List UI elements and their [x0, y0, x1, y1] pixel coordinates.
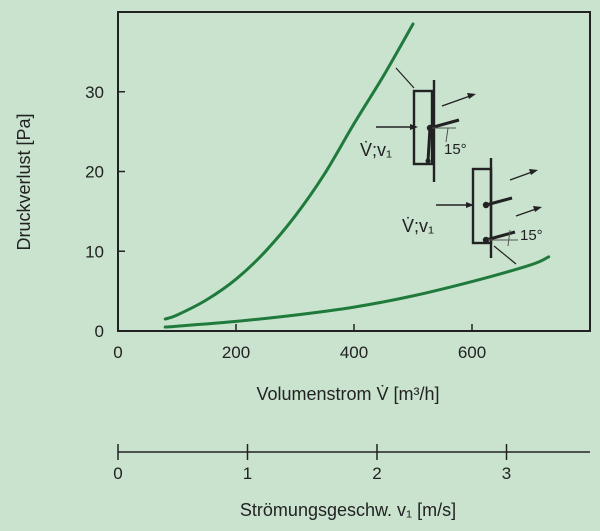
x-tick-label: 400: [340, 343, 368, 362]
plot-area-border: [117, 11, 591, 332]
flow-label: V̇;v₁: [402, 216, 434, 236]
secondary-axis-label: Strömungsgeschw. v₁ [m/s]: [240, 500, 456, 520]
series-line-1: [163, 22, 415, 321]
y-tick-label: 20: [85, 163, 104, 182]
leader-line: [395, 67, 415, 89]
x-tick-label: 0: [113, 343, 122, 362]
labels: Druckverlust [Pa] Volumenstrom V̇ [m³/h]…: [14, 113, 456, 520]
flow-arrow-out: [515, 208, 537, 217]
arrow-head: [533, 206, 542, 212]
flow-arrow-out: [441, 95, 471, 107]
flap-blade: [485, 230, 516, 242]
arrow-head: [529, 169, 538, 175]
pivot-point: [482, 236, 490, 244]
flap-blade: [485, 196, 513, 207]
series-line-2: [163, 255, 551, 329]
arrow-head: [467, 93, 476, 99]
arrow-head: [466, 202, 474, 208]
x-tick-label: 200: [222, 343, 250, 362]
x-axis-label: Volumenstrom V̇ [m³/h]: [256, 384, 439, 404]
angle-ref-line: [507, 229, 511, 247]
flap-diagram-lower: V̇;v₁ 15°: [402, 158, 543, 265]
y-tick-label: 30: [85, 83, 104, 102]
y-axis-label: Druckverlust [Pa]: [14, 113, 34, 250]
plot-frame: [117, 11, 591, 332]
angle-ref-line: [445, 127, 449, 143]
y-tick-label: 0: [95, 322, 104, 341]
curves: [163, 22, 551, 329]
secondary-x-tick-label: 2: [372, 464, 381, 483]
angle-label: 15°: [444, 141, 467, 158]
y-tick-label: 10: [85, 242, 104, 261]
pivot-point: [425, 158, 431, 164]
flap-diagram-upper: V̇;v₁ 15°: [360, 67, 476, 182]
arrow-head: [410, 124, 418, 130]
x-tick-label: 600: [458, 343, 486, 362]
secondary-x-tick-label: 3: [502, 464, 511, 483]
flap-blade: [429, 118, 460, 130]
leader-line: [493, 245, 517, 265]
pivot-point: [426, 124, 434, 132]
pivot-point: [482, 201, 490, 209]
angle-label: 15°: [520, 227, 543, 244]
flow-arrow-out: [509, 171, 533, 181]
flow-label: V̇;v₁: [360, 140, 392, 160]
flap-blade: [426, 127, 432, 162]
ticks: 0 200 400 600 0 10 20 30 0 1 2 3: [85, 83, 590, 483]
secondary-x-tick-label: 0: [113, 464, 122, 483]
secondary-x-tick-label: 1: [243, 464, 252, 483]
